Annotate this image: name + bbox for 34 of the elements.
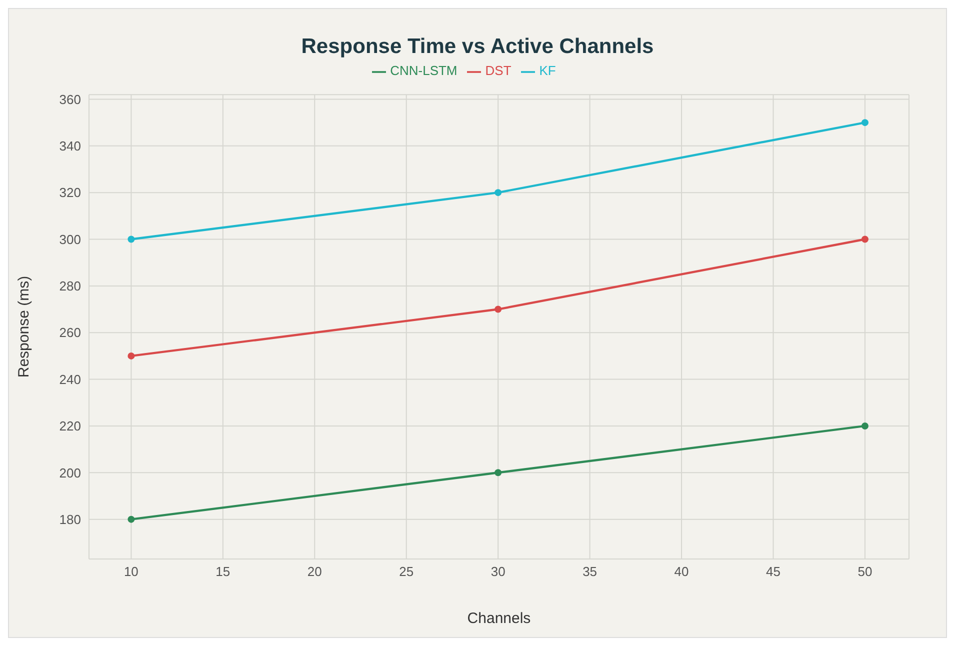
point [494, 306, 502, 313]
y-tick-label: 220 [59, 418, 81, 434]
y-tick-label: 340 [59, 138, 81, 154]
point [861, 119, 868, 126]
x-tick-label: 20 [307, 564, 322, 580]
x-tick-label: 40 [674, 564, 689, 580]
chart-title: Response Time vs Active Channels [301, 35, 654, 58]
legend-label: DST [485, 63, 512, 78]
y-tick-label: 260 [59, 325, 81, 340]
y-axis-title: Response (ms) [15, 276, 32, 378]
x-tick-label: 25 [399, 564, 414, 580]
y-tick-label: 300 [59, 232, 81, 247]
x-axis-title: Channels [467, 610, 531, 627]
x-tick-label: 45 [766, 564, 780, 580]
point [494, 469, 502, 476]
y-tick-label: 320 [59, 185, 81, 200]
y-tick-label: 280 [59, 278, 81, 294]
point [128, 516, 135, 523]
y-tick-label: 360 [59, 92, 81, 107]
x-tick-label: 30 [490, 564, 506, 580]
point [494, 189, 502, 196]
x-tick-label: 35 [582, 564, 598, 580]
point [128, 236, 135, 243]
x-tick-label: 50 [858, 564, 872, 580]
y-tick-label: 200 [59, 465, 81, 480]
x-tick-label: 15 [216, 564, 230, 580]
point [128, 352, 135, 360]
x-tick-label: 10 [124, 564, 138, 580]
legend-label: CNN-LSTM [390, 63, 458, 78]
point [861, 422, 868, 430]
y-tick-label: 180 [59, 512, 81, 527]
y-tick-label: 240 [59, 372, 81, 387]
legend-label: KF [539, 63, 556, 78]
point [861, 236, 868, 243]
